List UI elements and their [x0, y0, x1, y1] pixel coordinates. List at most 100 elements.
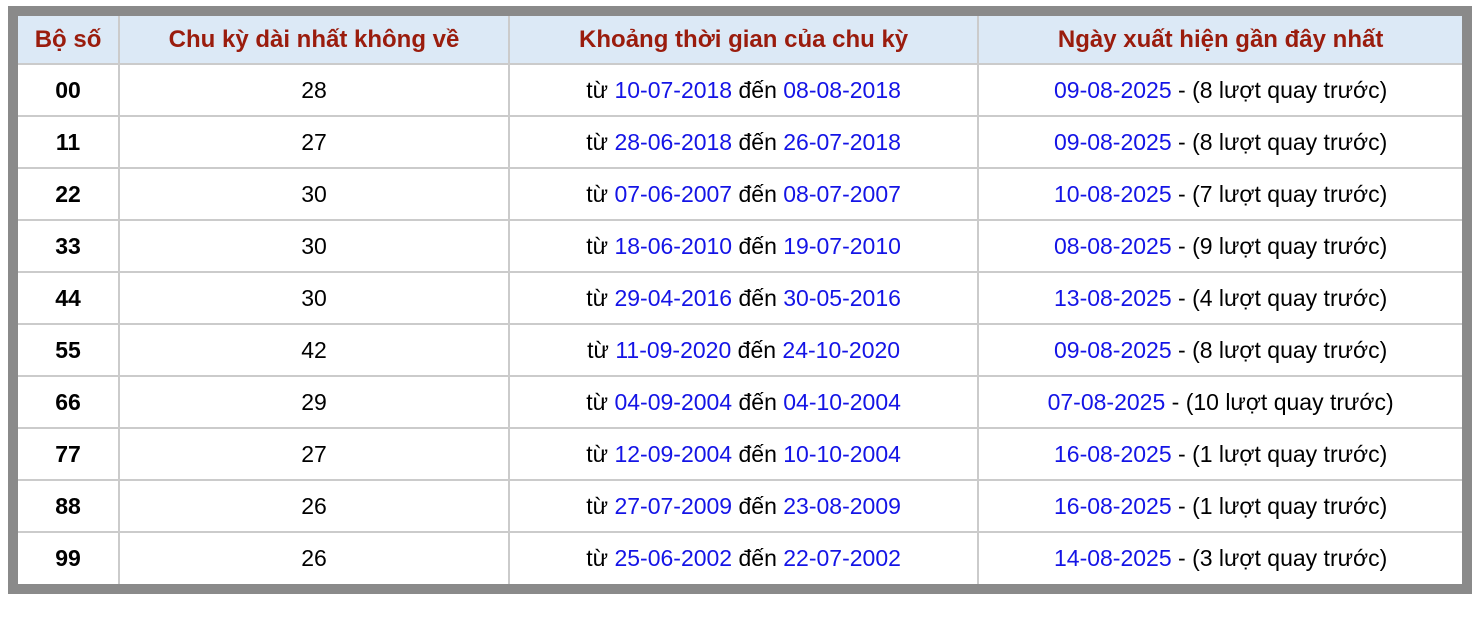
cycle-period-cell: từ 27-07-2009 đến 23-08-2009: [507, 479, 980, 533]
period-end-date-link[interactable]: 23-08-2009: [783, 492, 901, 519]
period-to-label: đến: [738, 440, 777, 467]
draws-ago-note: - (7 lượt quay trước): [1178, 180, 1388, 207]
period-from-label: từ: [586, 440, 609, 467]
draws-ago-note: - (8 lượt quay trước): [1178, 76, 1388, 103]
latest-appearance-cell: 09-08-2025 - (8 lượt quay trước): [977, 115, 1462, 169]
cycle-period-cell: từ 18-06-2010 đến 19-07-2010: [507, 219, 980, 273]
cycle-period-cell: từ 11-09-2020 đến 24-10-2020: [507, 323, 980, 377]
draws-ago-note: - (4 lượt quay trước): [1178, 284, 1388, 311]
latest-appearance-cell: 13-08-2025 - (4 lượt quay trước): [977, 271, 1462, 325]
cycle-length-cell: 30: [118, 271, 510, 325]
period-from-label: từ: [586, 232, 609, 259]
cycle-length-cell: 30: [118, 167, 510, 221]
period-end-date-link[interactable]: 26-07-2018: [783, 128, 901, 155]
period-to-label: đến: [738, 284, 777, 311]
latest-appearance-cell: 09-08-2025 - (8 lượt quay trước): [977, 63, 1462, 117]
latest-appearance-date-link[interactable]: 13-08-2025: [1053, 284, 1172, 311]
table-row: 00 28 từ 10-07-2018 đến 08-08-2018 09-08…: [18, 63, 1462, 117]
latest-appearance-date-link[interactable]: 09-08-2025: [1053, 336, 1172, 363]
period-end-date-link[interactable]: 08-07-2007: [783, 180, 901, 207]
draws-ago-note: - (1 lượt quay trước): [1178, 492, 1388, 519]
cycle-period-cell: từ 12-09-2004 đến 10-10-2004: [507, 427, 980, 481]
period-start-date-link[interactable]: 11-09-2020: [615, 336, 732, 363]
latest-appearance-cell: 09-08-2025 - (8 lượt quay trước): [977, 323, 1462, 377]
cycle-length-cell: 27: [118, 115, 510, 169]
cycle-length-cell: 27: [118, 427, 510, 481]
cycle-length-cell: 26: [118, 479, 510, 533]
draws-ago-note: - (8 lượt quay trước): [1178, 336, 1388, 363]
period-from-label: từ: [586, 545, 609, 571]
table-row: 44 30 từ 29-04-2016 đến 30-05-2016 13-08…: [18, 271, 1462, 325]
latest-appearance-date-link[interactable]: 16-08-2025: [1053, 440, 1172, 467]
period-end-date-link[interactable]: 22-07-2002: [783, 545, 901, 571]
cycle-length-cell: 30: [118, 219, 510, 273]
draws-ago-note: - (10 lượt quay trước): [1171, 388, 1394, 415]
period-from-label: từ: [586, 388, 609, 415]
draws-ago-note: - (1 lượt quay trước): [1178, 440, 1388, 467]
period-end-date-link[interactable]: 08-08-2018: [783, 76, 901, 103]
period-end-date-link[interactable]: 19-07-2010: [783, 232, 901, 259]
period-from-label: từ: [586, 76, 609, 103]
period-to-label: đến: [738, 180, 777, 207]
latest-appearance-cell: 10-08-2025 - (7 lượt quay trước): [977, 167, 1462, 221]
latest-appearance-date-link[interactable]: 09-08-2025: [1053, 128, 1172, 155]
draws-ago-note: - (9 lượt quay trước): [1178, 232, 1388, 259]
period-to-label: đến: [738, 76, 777, 103]
period-start-date-link[interactable]: 04-09-2004: [614, 388, 733, 415]
table-frame: Bộ số Chu kỳ dài nhất không về Khoảng th…: [8, 6, 1472, 594]
period-to-label: đến: [738, 388, 777, 415]
col-header-longest-cycle: Chu kỳ dài nhất không về: [118, 16, 510, 65]
period-from-label: từ: [587, 336, 609, 363]
col-header-latest-appearance: Ngày xuất hiện gần đây nhất: [977, 16, 1462, 65]
latest-appearance-cell: 16-08-2025 - (1 lượt quay trước): [977, 479, 1462, 533]
latest-appearance-date-link[interactable]: 16-08-2025: [1053, 492, 1172, 519]
period-to-label: đến: [738, 545, 777, 571]
period-end-date-link[interactable]: 10-10-2004: [783, 440, 901, 467]
period-start-date-link[interactable]: 07-06-2007: [614, 180, 733, 207]
latest-appearance-cell: 07-08-2025 - (10 lượt quay trước): [977, 375, 1462, 429]
table-row: 11 27 từ 28-06-2018 đến 26-07-2018 09-08…: [18, 115, 1462, 169]
period-from-label: từ: [586, 284, 609, 311]
period-start-date-link[interactable]: 18-06-2010: [614, 232, 733, 259]
table-row: 99 26 từ 25-06-2002 đến 22-07-2002 14-08…: [18, 531, 1462, 584]
period-end-date-link[interactable]: 30-05-2016: [783, 284, 901, 311]
draws-ago-note: - (8 lượt quay trước): [1178, 128, 1388, 155]
pair-cell: 77: [18, 427, 121, 481]
draws-ago-note: - (3 lượt quay trước): [1178, 545, 1388, 571]
latest-appearance-date-link[interactable]: 07-08-2025: [1047, 388, 1166, 415]
latest-appearance-date-link[interactable]: 09-08-2025: [1053, 76, 1172, 103]
cycle-period-cell: từ 04-09-2004 đến 04-10-2004: [507, 375, 980, 429]
period-start-date-link[interactable]: 12-09-2004: [614, 440, 733, 467]
latest-appearance-date-link[interactable]: 10-08-2025: [1053, 180, 1172, 207]
cycle-period-cell: từ 29-04-2016 đến 30-05-2016: [507, 271, 980, 325]
period-start-date-link[interactable]: 27-07-2009: [614, 492, 733, 519]
period-start-date-link[interactable]: 25-06-2002: [614, 545, 733, 571]
cycle-period-cell: từ 28-06-2018 đến 26-07-2018: [507, 115, 980, 169]
header-row: Bộ số Chu kỳ dài nhất không về Khoảng th…: [18, 16, 1462, 65]
pair-cell: 44: [18, 271, 121, 325]
table-row: 66 29 từ 04-09-2004 đến 04-10-2004 07-08…: [18, 375, 1462, 429]
table-row: 77 27 từ 12-09-2004 đến 10-10-2004 16-08…: [18, 427, 1462, 481]
col-header-pair: Bộ số: [18, 16, 121, 65]
period-start-date-link[interactable]: 29-04-2016: [614, 284, 733, 311]
table-row: 88 26 từ 27-07-2009 đến 23-08-2009 16-08…: [18, 479, 1462, 533]
period-start-date-link[interactable]: 10-07-2018: [614, 76, 733, 103]
period-from-label: từ: [586, 492, 609, 519]
period-to-label: đến: [738, 492, 777, 519]
pair-cell: 00: [18, 63, 121, 117]
period-start-date-link[interactable]: 28-06-2018: [614, 128, 733, 155]
latest-appearance-date-link[interactable]: 08-08-2025: [1053, 232, 1172, 259]
period-from-label: từ: [586, 128, 609, 155]
period-to-label: đến: [737, 336, 777, 363]
cycle-length-cell: 42: [118, 323, 510, 377]
table-row: 33 30 từ 18-06-2010 đến 19-07-2010 08-08…: [18, 219, 1462, 273]
cycle-period-cell: từ 25-06-2002 đến 22-07-2002: [507, 531, 980, 584]
period-end-date-link[interactable]: 24-10-2020: [782, 336, 901, 363]
period-to-label: đến: [738, 232, 777, 259]
cycle-period-cell: từ 07-06-2007 đến 08-07-2007: [507, 167, 980, 221]
pair-cell: 99: [18, 531, 121, 584]
latest-appearance-cell: 16-08-2025 - (1 lượt quay trước): [977, 427, 1462, 481]
period-end-date-link[interactable]: 04-10-2004: [783, 388, 901, 415]
latest-appearance-date-link[interactable]: 14-08-2025: [1053, 545, 1172, 571]
cycle-length-cell: 29: [118, 375, 510, 429]
